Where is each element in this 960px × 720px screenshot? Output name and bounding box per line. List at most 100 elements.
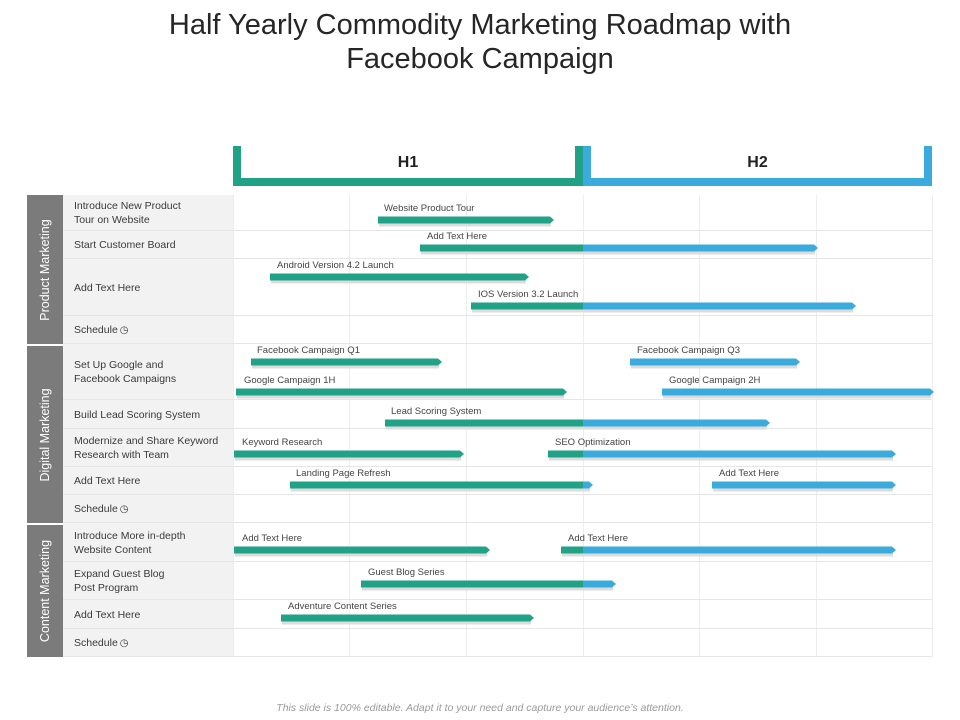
- row-label: Set Up Google and Facebook Campaigns: [63, 344, 233, 400]
- row-label-line: Modernize and Share Keyword: [74, 435, 219, 447]
- gantt-bar: Facebook Campaign Q1: [251, 345, 442, 369]
- row-label: Expand Guest Blog Post Program: [63, 562, 233, 600]
- section-band: Content Marketing: [27, 525, 63, 657]
- bar-label: Landing Page Refresh: [296, 468, 391, 479]
- bar-label: IOS Version 3.2 Launch: [478, 289, 578, 300]
- row-label-line: Research with Team: [74, 449, 169, 461]
- grid-vertical-line: [466, 195, 467, 657]
- row-label: Add Text Here: [63, 259, 233, 316]
- gantt-bar: Guest Blog Series: [361, 567, 616, 591]
- row-divider: [63, 628, 932, 629]
- row-label-line: Add Text Here: [74, 475, 141, 487]
- clock-icon: ◷: [119, 503, 129, 515]
- section-band: Digital Marketing: [27, 346, 63, 523]
- bar-label: Website Product Tour: [384, 203, 474, 214]
- section-label: Digital Marketing: [38, 387, 52, 482]
- bar-h1-segment: [471, 302, 583, 310]
- gantt-bar: Add Text Here: [561, 533, 896, 557]
- bar-h1-segment: [361, 580, 583, 588]
- row-divider: [63, 230, 932, 231]
- bar-h1-segment: [251, 358, 438, 366]
- bar-label: Adventure Content Series: [288, 601, 397, 612]
- bar-label: Lead Scoring System: [391, 406, 481, 417]
- bar-label: Add Text Here: [242, 533, 302, 544]
- h1-header: H1: [233, 146, 583, 186]
- row-label-text: Introduce New Product Tour on Website: [74, 199, 181, 227]
- row-label-text: Build Lead Scoring System: [74, 408, 200, 422]
- bar-h1-segment: [378, 216, 550, 224]
- bar-h1-segment: [236, 388, 563, 396]
- grid-vertical-line: [932, 195, 933, 657]
- footer-note: This slide is 100% editable. Adapt it to…: [276, 702, 684, 714]
- section-label: Content Marketing: [38, 539, 52, 643]
- bar-h1-segment: [420, 244, 583, 252]
- row-label-text: Modernize and Share Keyword Research with…: [74, 434, 218, 462]
- bar-label: Keyword Research: [242, 437, 322, 448]
- section-band: Product Marketing: [27, 195, 63, 344]
- row-label-line: Schedule ◷: [74, 323, 129, 336]
- row-label-line: Introduce New Product: [74, 200, 181, 212]
- row-divider: [63, 343, 932, 344]
- row-label: Schedule ◷: [63, 629, 233, 657]
- grid-vertical-line: [583, 195, 584, 657]
- gantt-bar: Add Text Here: [420, 231, 818, 255]
- bar-label: Add Text Here: [568, 533, 628, 544]
- row-label-text: Add Text Here: [74, 474, 140, 488]
- row-label-line: Post Program: [74, 582, 139, 594]
- row-label: Schedule ◷: [63, 495, 233, 523]
- gantt-bar: Google Campaign 1H: [236, 375, 567, 399]
- row-label-line: Facebook Campaigns: [74, 373, 177, 385]
- row-label: Modernize and Share Keyword Research with…: [63, 429, 233, 467]
- bar-h2-segment: [583, 450, 892, 458]
- bar-h1-segment: [270, 273, 525, 281]
- gantt-bar: Android Version 4.2 Launch: [270, 260, 529, 284]
- row-label-text: Add Text Here: [74, 281, 140, 295]
- section-label: Product Marketing: [38, 218, 52, 321]
- row-label-line: Expand Guest Blog: [74, 568, 165, 580]
- gantt-bar: Add Text Here: [712, 468, 896, 492]
- row-label: Start Customer Board: [63, 231, 233, 259]
- gantt-bar: IOS Version 3.2 Launch: [471, 289, 856, 313]
- bar-label: Google Campaign 1H: [244, 375, 335, 386]
- row-label-line: Build Lead Scoring System: [74, 408, 201, 421]
- row-label: Build Lead Scoring System: [63, 400, 233, 429]
- row-label-text: Schedule ◷: [74, 323, 129, 338]
- row-label-text: Set Up Google and Facebook Campaigns: [74, 358, 176, 386]
- bar-label: Guest Blog Series: [368, 567, 445, 578]
- row-divider: [63, 561, 932, 562]
- bar-h1-segment: [290, 481, 583, 489]
- clock-icon: ◷: [119, 637, 129, 649]
- bar-label: Android Version 4.2 Launch: [277, 260, 394, 271]
- row-divider: [63, 466, 932, 467]
- h1-label: H1: [397, 154, 419, 171]
- title-line-2: Facebook Campaign: [346, 43, 614, 75]
- bar-h2-segment: [712, 481, 892, 489]
- row-label-line: Schedule ◷: [74, 636, 129, 649]
- row-label-line: Schedule ◷: [74, 502, 129, 515]
- row-divider: [63, 656, 932, 657]
- bar-label: Google Campaign 2H: [669, 375, 760, 386]
- row-label-line: Website Content: [74, 543, 152, 556]
- row-label-text: Expand Guest Blog Post Program: [74, 567, 164, 595]
- row-label-line: Start Customer Board: [74, 239, 176, 251]
- bar-label: Facebook Campaign Q3: [637, 345, 740, 356]
- gantt-bar: SEO Optimization: [548, 437, 896, 461]
- row-label-line: Add Text Here: [74, 608, 141, 621]
- bar-label: Add Text Here: [427, 231, 487, 242]
- row-divider: [63, 494, 932, 495]
- bar-h2-segment: [583, 302, 852, 310]
- page-title: Half Yearly Commodity Marketing Roadmap …: [0, 8, 960, 76]
- row-label: Introduce More in-depth Website Content: [63, 523, 233, 562]
- gantt-bar: Lead Scoring System: [385, 406, 770, 430]
- row-divider: [63, 399, 932, 400]
- bar-h1-segment: [234, 546, 486, 554]
- row-label-text: Add Text Here: [74, 608, 140, 622]
- row-divider: [63, 315, 932, 316]
- row-label: Schedule ◷: [63, 316, 233, 344]
- row-label-text: Schedule ◷: [74, 502, 129, 517]
- row-divider: [63, 258, 932, 259]
- gantt-bar: Facebook Campaign Q3: [630, 345, 800, 369]
- bar-h1-segment: [548, 450, 583, 458]
- row-label-text: Schedule ◷: [74, 636, 129, 651]
- row-divider: [63, 522, 932, 523]
